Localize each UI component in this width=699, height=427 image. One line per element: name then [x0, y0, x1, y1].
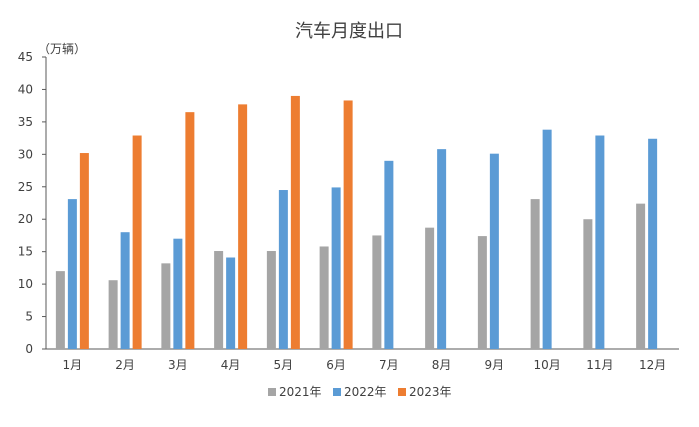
y-tick-label: 30	[18, 147, 33, 161]
x-tick-label: 10月	[533, 358, 560, 372]
x-tick-labels: 1月 2月 3月 4月 5月 6月 7月 8月 9月 10月 11月 12月	[63, 358, 667, 372]
x-tick-label: 12月	[639, 358, 666, 372]
bar-2021年-3月	[161, 263, 171, 349]
bar-2022年-6月	[331, 187, 341, 349]
legend-label: 2023年	[409, 385, 452, 399]
x-tick-label: 9月	[485, 358, 505, 372]
bar-2022年-11月	[595, 135, 605, 349]
bar-2021年-2月	[108, 280, 118, 349]
legend-swatch	[333, 388, 341, 396]
y-tick-label: 5	[25, 310, 33, 324]
bar-2021年-4月	[214, 251, 224, 349]
x-tick-label: 4月	[221, 358, 241, 372]
y-tick-label: 15	[18, 245, 33, 259]
y-tick-label: 10	[18, 277, 33, 291]
y-tick-label: 40	[18, 82, 33, 96]
y-tick-label: 45	[18, 50, 33, 64]
bar-2022年-12月	[648, 138, 658, 349]
bar-2021年-12月	[636, 203, 646, 349]
bars	[55, 95, 658, 350]
legend-swatch	[268, 388, 276, 396]
bar-2022年-7月	[384, 160, 394, 349]
bar-2022年-8月	[437, 149, 447, 349]
legend-label: 2022年	[344, 385, 387, 399]
y-tick-label: 35	[18, 115, 33, 129]
bar-2023年-6月	[343, 100, 353, 349]
y-tick-label: 20	[18, 212, 33, 226]
x-tick-label: 1月	[63, 358, 83, 372]
bar-2021年-5月	[266, 251, 276, 349]
bar-2021年-1月	[55, 271, 65, 349]
bar-2023年-1月	[79, 153, 89, 349]
bar-2023年-2月	[132, 135, 142, 349]
bar-2021年-8月	[425, 227, 435, 349]
x-tick-label: 8月	[432, 358, 452, 372]
bar-2021年-9月	[477, 236, 487, 349]
bar-2021年-7月	[372, 235, 382, 349]
axes	[45, 57, 679, 350]
bar-2022年-4月	[226, 257, 236, 349]
y-tick-labels: 0 5 10 15 20 25 30 35 40 45	[18, 50, 46, 356]
bar-2021年-11月	[583, 219, 593, 349]
bar-2022年-3月	[173, 238, 183, 349]
bar-2023年-3月	[185, 112, 195, 350]
bar-2021年-10月	[530, 199, 540, 349]
chart-title: 汽车月度出口	[295, 21, 403, 42]
x-tick-label: 2月	[115, 358, 135, 372]
legend-label: 2021年	[279, 385, 322, 399]
y-tick-label: 25	[18, 180, 33, 194]
bar-2022年-1月	[67, 199, 77, 349]
y-tick-label: 0	[25, 342, 33, 356]
x-tick-label: 3月	[168, 358, 188, 372]
bar-2023年-4月	[238, 104, 248, 349]
x-tick-label: 5月	[274, 358, 294, 372]
bar-2022年-5月	[278, 190, 288, 349]
legend-swatch	[398, 388, 406, 396]
bar-2022年-2月	[120, 232, 130, 349]
bar-2021年-6月	[319, 246, 329, 349]
x-tick-label: 7月	[379, 358, 399, 372]
x-tick-label: 6月	[326, 358, 346, 372]
bar-2022年-9月	[489, 153, 499, 349]
legend: 2021年 2022年 2023年	[268, 385, 452, 399]
x-tick-label: 11月	[586, 358, 613, 372]
bar-2022年-10月	[542, 129, 552, 349]
y-axis-label: （万辆）	[38, 42, 86, 56]
bar-2023年-5月	[290, 95, 300, 349]
